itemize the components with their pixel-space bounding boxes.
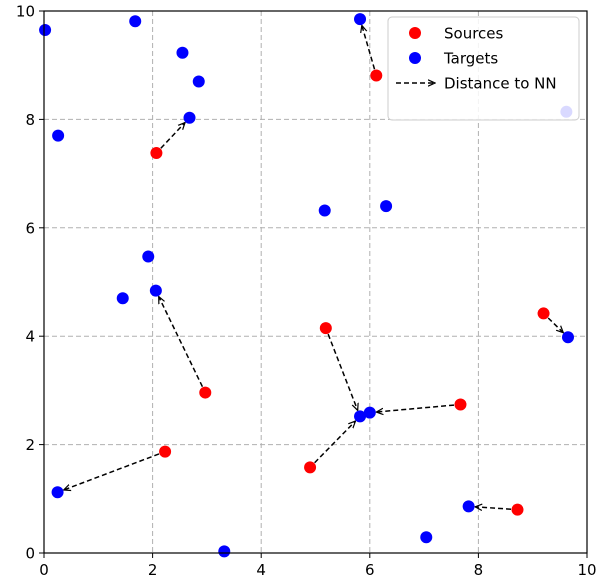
nn-distance-arrow bbox=[158, 297, 204, 388]
source-point bbox=[319, 322, 332, 335]
legend: Sources Targets Distance to NN bbox=[387, 16, 580, 121]
nn-distance-arrow bbox=[314, 421, 356, 464]
plot-frame bbox=[43, 10, 588, 554]
target-point bbox=[149, 284, 162, 297]
source-point bbox=[159, 445, 172, 458]
nn-distance-arrow bbox=[376, 404, 455, 412]
target-point bbox=[51, 486, 64, 499]
y-tick-label: 2 bbox=[25, 436, 35, 454]
y-tick-label: 6 bbox=[25, 219, 35, 237]
legend-target-marker bbox=[409, 52, 421, 64]
legend-targets-label: Targets bbox=[443, 50, 498, 68]
nn-distance-arrow bbox=[64, 453, 160, 490]
target-point bbox=[129, 15, 142, 28]
target-point bbox=[192, 75, 205, 88]
x-tick-label: 10 bbox=[577, 561, 596, 579]
target-point bbox=[561, 331, 574, 344]
legend-source-marker bbox=[409, 27, 421, 39]
x-tick-label: 2 bbox=[148, 561, 158, 579]
legend-arrows-label: Distance to NN bbox=[444, 75, 557, 93]
target-point bbox=[183, 111, 196, 124]
target-point bbox=[380, 200, 393, 213]
nn-distance-arrow bbox=[327, 333, 358, 410]
target-points bbox=[39, 13, 574, 558]
source-point bbox=[150, 147, 163, 160]
y-tick-label: 10 bbox=[16, 3, 35, 21]
target-point bbox=[462, 500, 475, 513]
target-point bbox=[363, 406, 376, 419]
target-point bbox=[52, 129, 65, 142]
nn-distance-arrow bbox=[362, 25, 376, 70]
nn-distance-arrow bbox=[547, 317, 563, 333]
x-tick-label: 8 bbox=[474, 561, 484, 579]
target-point bbox=[176, 46, 189, 59]
target-point bbox=[318, 204, 331, 217]
nn-arrows bbox=[64, 25, 564, 509]
target-point bbox=[218, 545, 231, 558]
target-point bbox=[116, 292, 129, 305]
y-tick-label: 4 bbox=[25, 328, 35, 346]
source-point bbox=[454, 398, 467, 411]
target-point bbox=[354, 13, 367, 26]
source-point bbox=[511, 503, 524, 516]
target-point bbox=[142, 250, 155, 263]
legend-box bbox=[387, 16, 580, 121]
source-point bbox=[199, 386, 212, 399]
target-point bbox=[39, 23, 52, 36]
source-point bbox=[537, 307, 550, 320]
x-tick-label: 4 bbox=[256, 561, 266, 579]
source-points bbox=[150, 69, 550, 516]
x-tick-label: 6 bbox=[365, 561, 375, 579]
target-point bbox=[354, 410, 367, 423]
source-point bbox=[370, 69, 383, 82]
y-tick-label: 8 bbox=[25, 111, 35, 129]
legend-sources-label: Sources bbox=[444, 25, 504, 43]
x-tick-label: 0 bbox=[39, 561, 49, 579]
source-point bbox=[304, 461, 317, 474]
target-point bbox=[420, 531, 433, 544]
y-tick-label: 0 bbox=[25, 545, 35, 563]
nn-distance-arrow bbox=[475, 507, 512, 509]
axis-ticks: 0 2 4 6 8 10 0 2 4 6 8 10 bbox=[16, 3, 597, 580]
nn-distance-arrow bbox=[160, 123, 185, 149]
